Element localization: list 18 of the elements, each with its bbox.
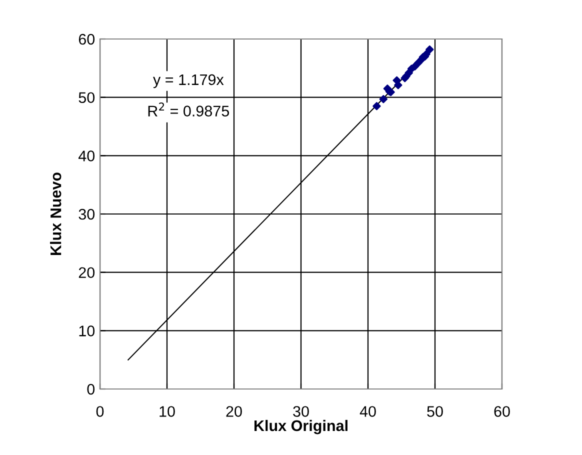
x-tick-label: 10 bbox=[160, 406, 175, 417]
x-tick-label: 40 bbox=[360, 406, 376, 417]
x-tick-label: 20 bbox=[226, 406, 242, 417]
y-tick-label: 20 bbox=[78, 267, 95, 278]
x-tick-label: 30 bbox=[293, 406, 309, 417]
y-tick-label: 10 bbox=[79, 326, 95, 336]
x-tick-label: 0 bbox=[96, 406, 104, 417]
y-tick-label: 40 bbox=[78, 150, 95, 162]
y-tick-label: 30 bbox=[78, 208, 95, 220]
annotation: y = 1.179x bbox=[153, 74, 224, 88]
annotation: R$^{2}$ = 0.9875 bbox=[148, 102, 230, 116]
x-tick-label: 50 bbox=[427, 406, 443, 417]
y-tick-label: 50 bbox=[78, 92, 95, 104]
x-tick-label: 60 bbox=[494, 406, 510, 417]
y-tick-label: 0 bbox=[87, 384, 95, 395]
x-axis-title: Klux Original bbox=[254, 420, 348, 434]
y-tick-label: 60 bbox=[78, 34, 95, 45]
y-axis-title: Klux Nuevo bbox=[50, 172, 62, 255]
